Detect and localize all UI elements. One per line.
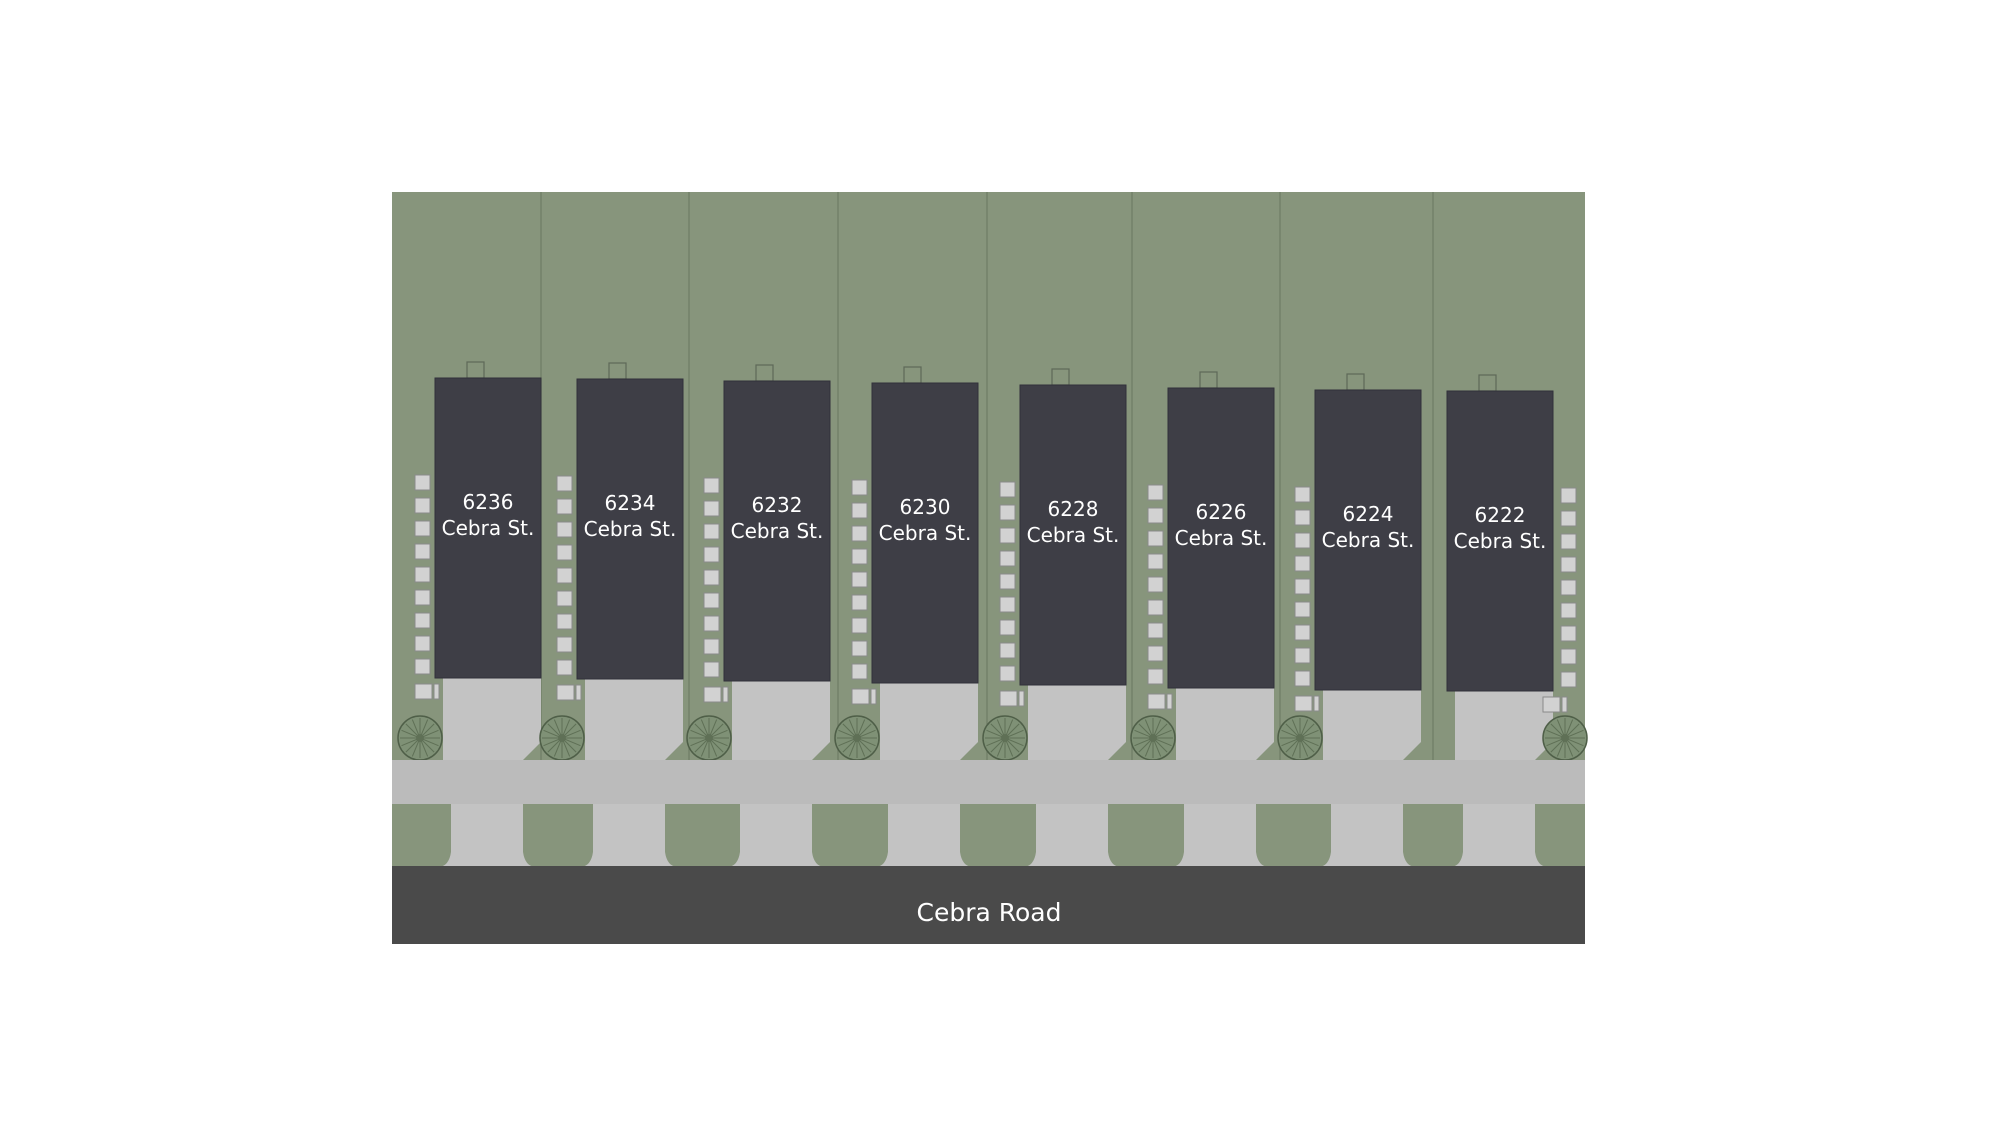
house-footprint: [1446, 390, 1554, 692]
driveway-apron: [581, 804, 677, 867]
tree-icon: [1130, 715, 1176, 761]
lot-number: 6236: [463, 490, 514, 514]
driveway-apron: [728, 804, 824, 867]
driveway: [1028, 685, 1126, 760]
lot-street: Cebra St.: [1027, 523, 1120, 547]
tree-icon: [834, 715, 880, 761]
lot-address: 6228 Cebra St.: [1027, 497, 1120, 547]
lot-6234[interactable]: 6234 Cebra St.: [539, 192, 690, 761]
lot-address: 6222 Cebra St.: [1454, 503, 1547, 553]
lot-number: 6232: [752, 493, 803, 517]
tree-icon: [397, 715, 443, 761]
lot-address: 6226 Cebra St.: [1175, 500, 1268, 550]
lot-6226[interactable]: 6226 Cebra St.: [1130, 192, 1281, 761]
cebra-road[interactable]: Cebra Road: [392, 866, 1585, 944]
lot-number: 6230: [900, 495, 951, 519]
road-surface: [392, 866, 1585, 944]
stepping-stone-icon: [703, 477, 729, 703]
driveway-apron: [1024, 804, 1120, 867]
stepping-stone-icon: [556, 475, 582, 701]
sidewalk: [392, 760, 1585, 804]
lot-street: Cebra St.: [584, 517, 677, 541]
lot-number: 6234: [605, 491, 656, 515]
house-footprint: [723, 380, 831, 682]
driveway: [1323, 690, 1421, 760]
lot-6222[interactable]: 6222 Cebra St.: [1446, 374, 1588, 761]
lot-street: Cebra St.: [731, 519, 824, 543]
tree-icon: [539, 715, 585, 761]
lots-layer: 6236 Cebra St.6234 Cebra St.6232 Cebra St.6…: [397, 192, 1588, 761]
lot-street: Cebra St.: [1454, 529, 1547, 553]
driveway: [585, 679, 683, 760]
house-footprint: [434, 377, 542, 679]
lot-street: Cebra St.: [442, 516, 535, 540]
lot-street: Cebra St.: [879, 521, 972, 545]
lot-address: 6236 Cebra St.: [442, 490, 535, 540]
tree-icon: [1542, 715, 1588, 761]
tree-icon: [982, 715, 1028, 761]
driveway: [443, 678, 541, 760]
tree-icon: [686, 715, 732, 761]
stepping-stone-icon: [851, 479, 877, 705]
lot-address: 6224 Cebra St.: [1322, 502, 1415, 552]
lot-6230[interactable]: 6230 Cebra St.: [834, 192, 988, 761]
lot-street: Cebra St.: [1322, 528, 1415, 552]
driveway-apron: [876, 804, 972, 867]
lot-6228[interactable]: 6228 Cebra St.: [982, 192, 1133, 761]
lot-address: 6232 Cebra St.: [731, 493, 824, 543]
road-label: Cebra Road: [917, 898, 1062, 927]
house-footprint: [1019, 384, 1127, 686]
driveway: [732, 681, 830, 760]
lot-6232[interactable]: 6232 Cebra St.: [686, 192, 839, 761]
stepping-stone-icon: [1147, 484, 1173, 710]
house-footprint: [1314, 389, 1422, 691]
stepping-stone-icon: [999, 481, 1025, 707]
driveway-aprons: [439, 804, 1547, 867]
driveway: [1176, 688, 1274, 760]
lot-number: 6224: [1343, 502, 1394, 526]
driveway: [880, 683, 978, 760]
lot-street: Cebra St.: [1175, 526, 1268, 550]
lot-6224[interactable]: 6224 Cebra St.: [1277, 192, 1434, 761]
driveway-apron: [1172, 804, 1268, 867]
lot-address: 6234 Cebra St.: [584, 491, 677, 541]
driveway-apron: [1451, 804, 1547, 867]
lot-number: 6226: [1196, 500, 1247, 524]
lot-number: 6228: [1048, 497, 1099, 521]
lot-number: 6222: [1475, 503, 1526, 527]
stepping-stone-icon: [414, 474, 440, 700]
driveway-apron: [1319, 804, 1415, 867]
house-footprint: [1167, 387, 1275, 689]
lot-address: 6230 Cebra St.: [879, 495, 972, 545]
stepping-stone-icon: [1294, 486, 1320, 712]
lot-6236[interactable]: 6236 Cebra St.: [397, 192, 542, 761]
driveway: [1455, 691, 1553, 760]
house-footprint: [576, 378, 684, 680]
stepping-stone-icon: [1542, 487, 1577, 713]
house-footprint: [871, 382, 979, 684]
tree-icon: [1277, 715, 1323, 761]
driveway-apron: [439, 804, 535, 867]
